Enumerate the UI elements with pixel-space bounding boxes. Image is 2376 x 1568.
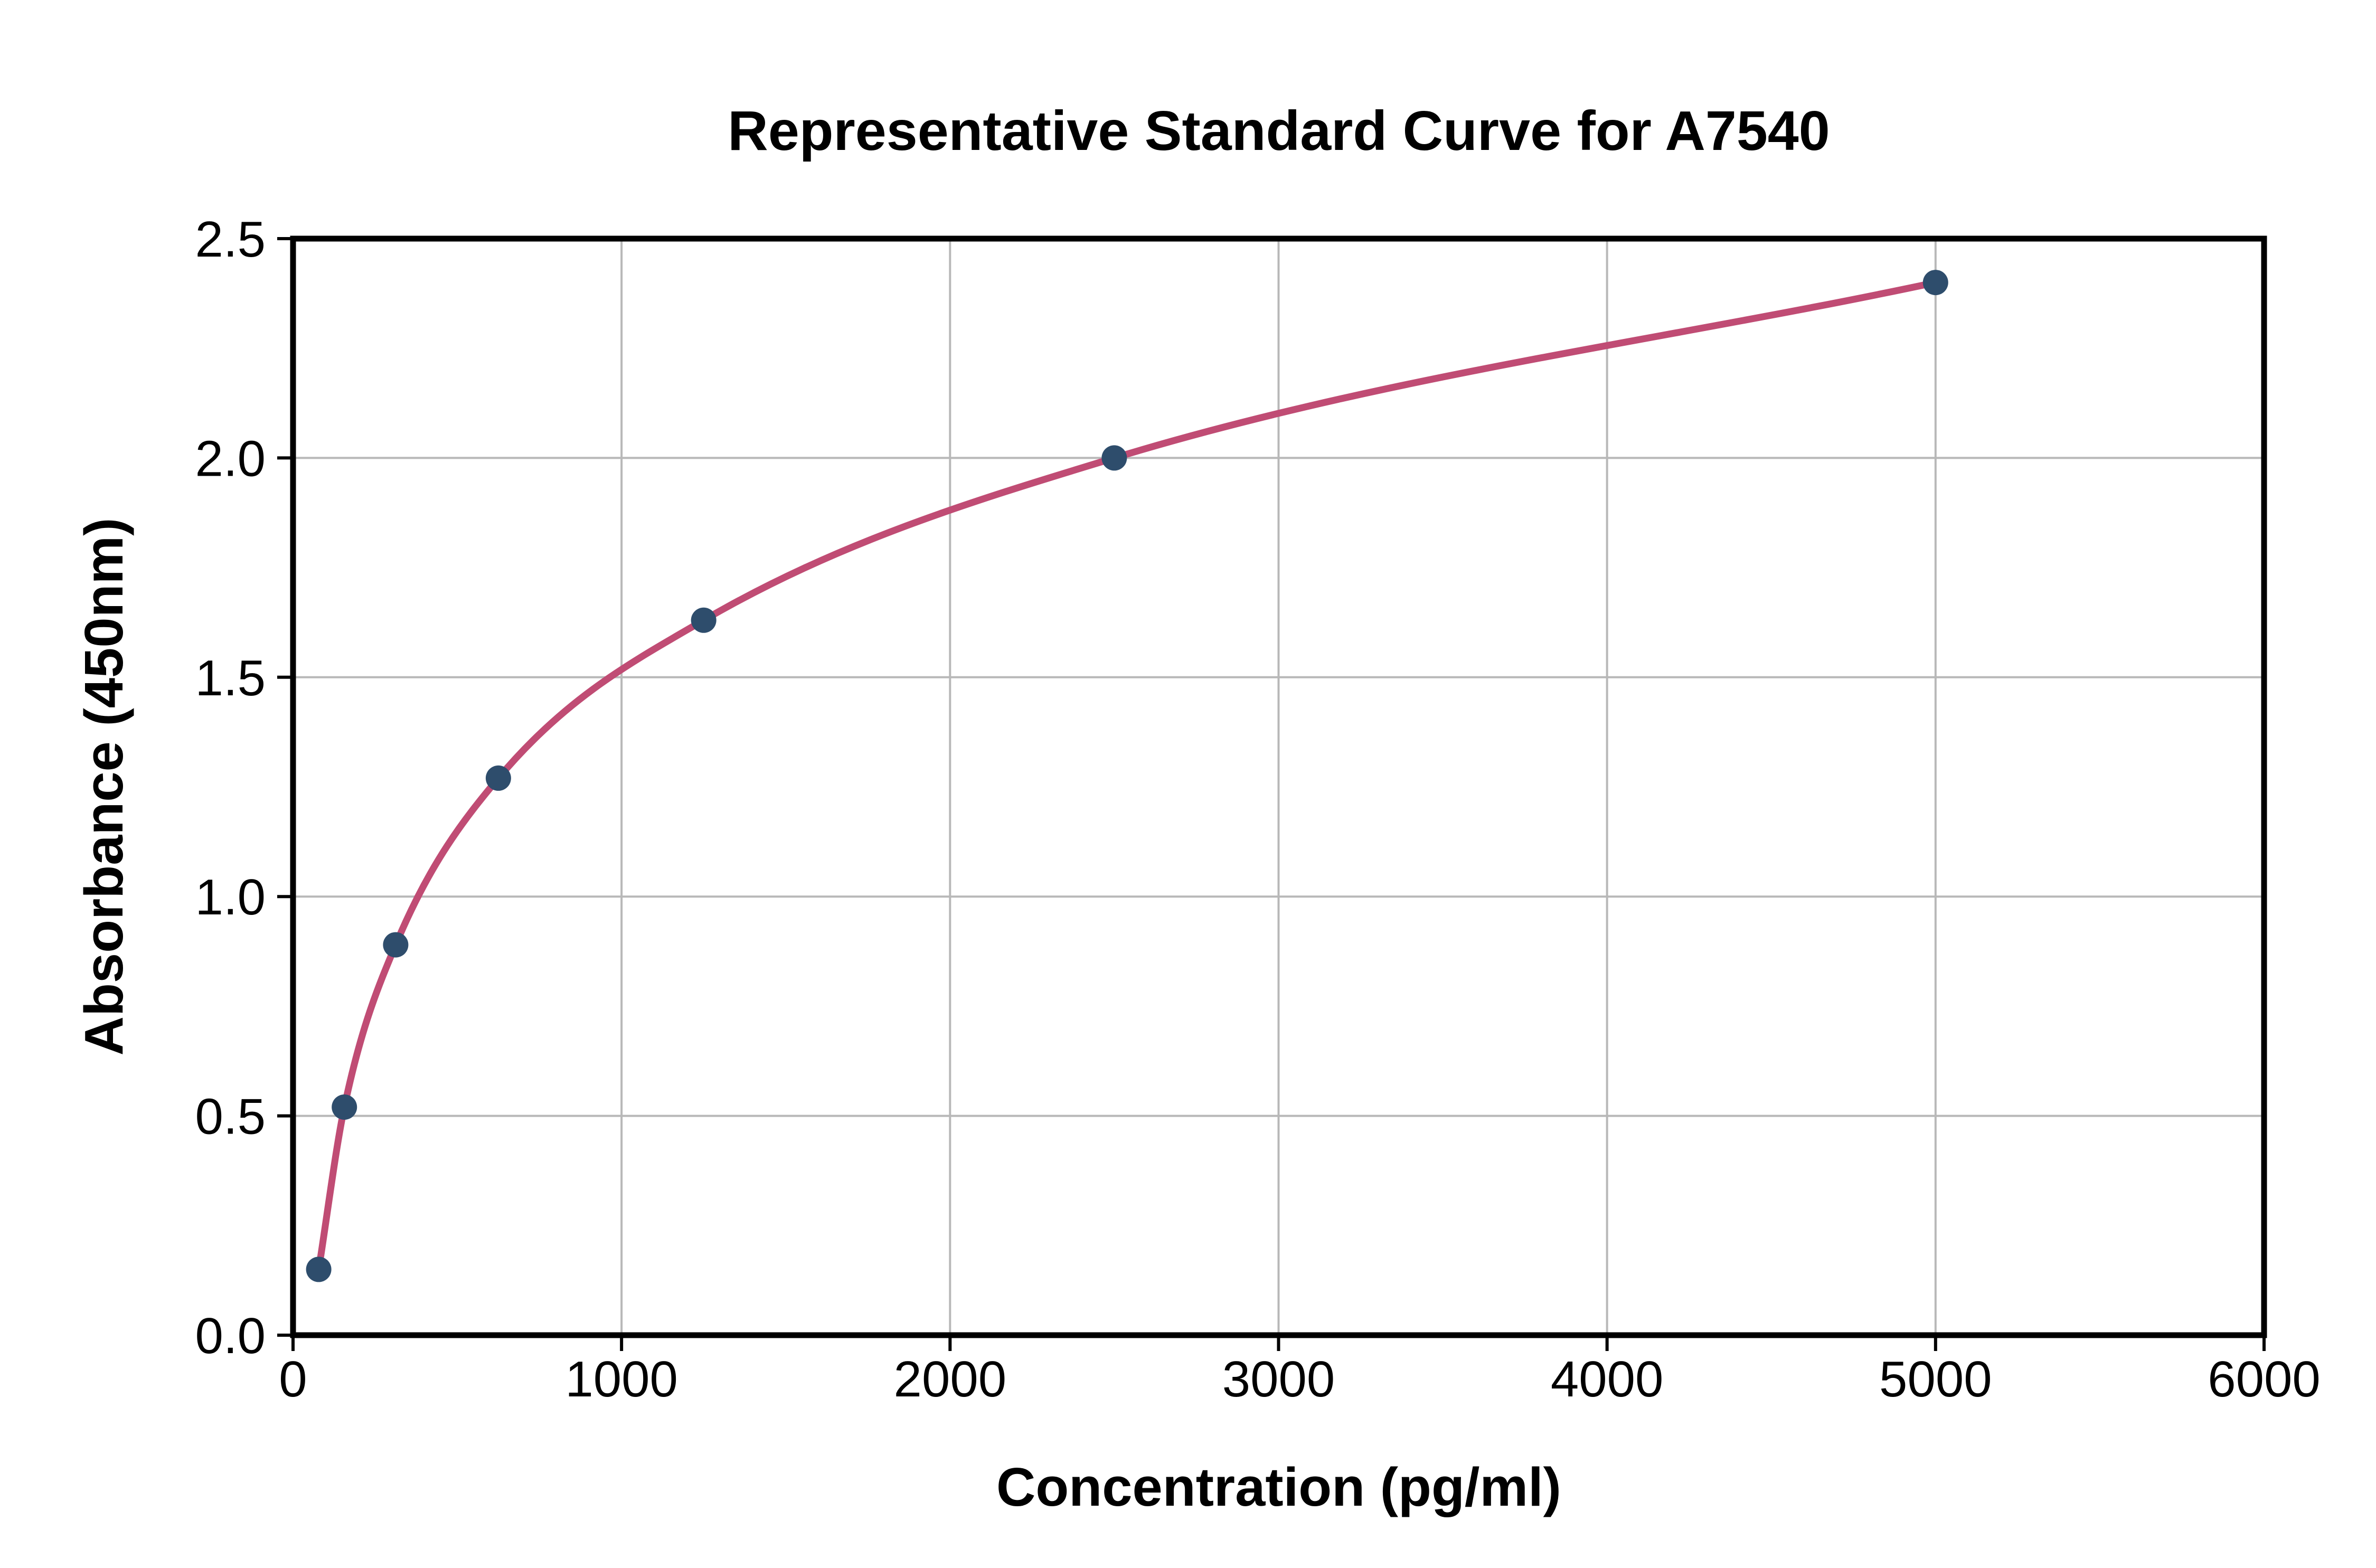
gridlines — [293, 239, 2264, 1335]
data-point — [691, 607, 716, 633]
chart-title: Representative Standard Curve for A7540 — [728, 100, 1830, 162]
data-point — [1101, 445, 1127, 471]
tick-marks — [277, 237, 2266, 1351]
data-point — [1922, 270, 1948, 296]
x-tick-label: 2000 — [894, 1351, 1007, 1408]
y-tick-label: 2.0 — [195, 430, 266, 487]
y-tick-label: 0.0 — [195, 1308, 266, 1364]
fit-curve-line — [315, 279, 1939, 1273]
x-tick-label: 4000 — [1551, 1351, 1664, 1408]
y-tick-label: 1.0 — [195, 869, 266, 925]
x-tick-label: 6000 — [2208, 1351, 2321, 1408]
data-point-markers — [306, 270, 1948, 1282]
data-point — [485, 765, 511, 791]
x-tick-label: 0 — [279, 1351, 307, 1408]
data-point — [383, 932, 409, 958]
y-tick-label: 1.5 — [195, 650, 266, 706]
y-axis-label: Absorbance (450nm) — [73, 518, 134, 1056]
tick-labels: 0 1000 2000 3000 4000 5000 6000 0.0 0.5 1.0 1.5 2.0… — [195, 211, 2321, 1408]
data-point — [332, 1094, 357, 1120]
y-tick-label: 2.5 — [195, 211, 266, 268]
data-point — [306, 1257, 332, 1282]
x-axis-label: Concentration (pg/ml) — [996, 1457, 1561, 1517]
x-tick-label: 5000 — [1879, 1351, 1992, 1408]
x-tick-label: 1000 — [565, 1351, 678, 1408]
x-tick-label: 3000 — [1222, 1351, 1335, 1408]
y-tick-label: 0.5 — [195, 1089, 266, 1145]
